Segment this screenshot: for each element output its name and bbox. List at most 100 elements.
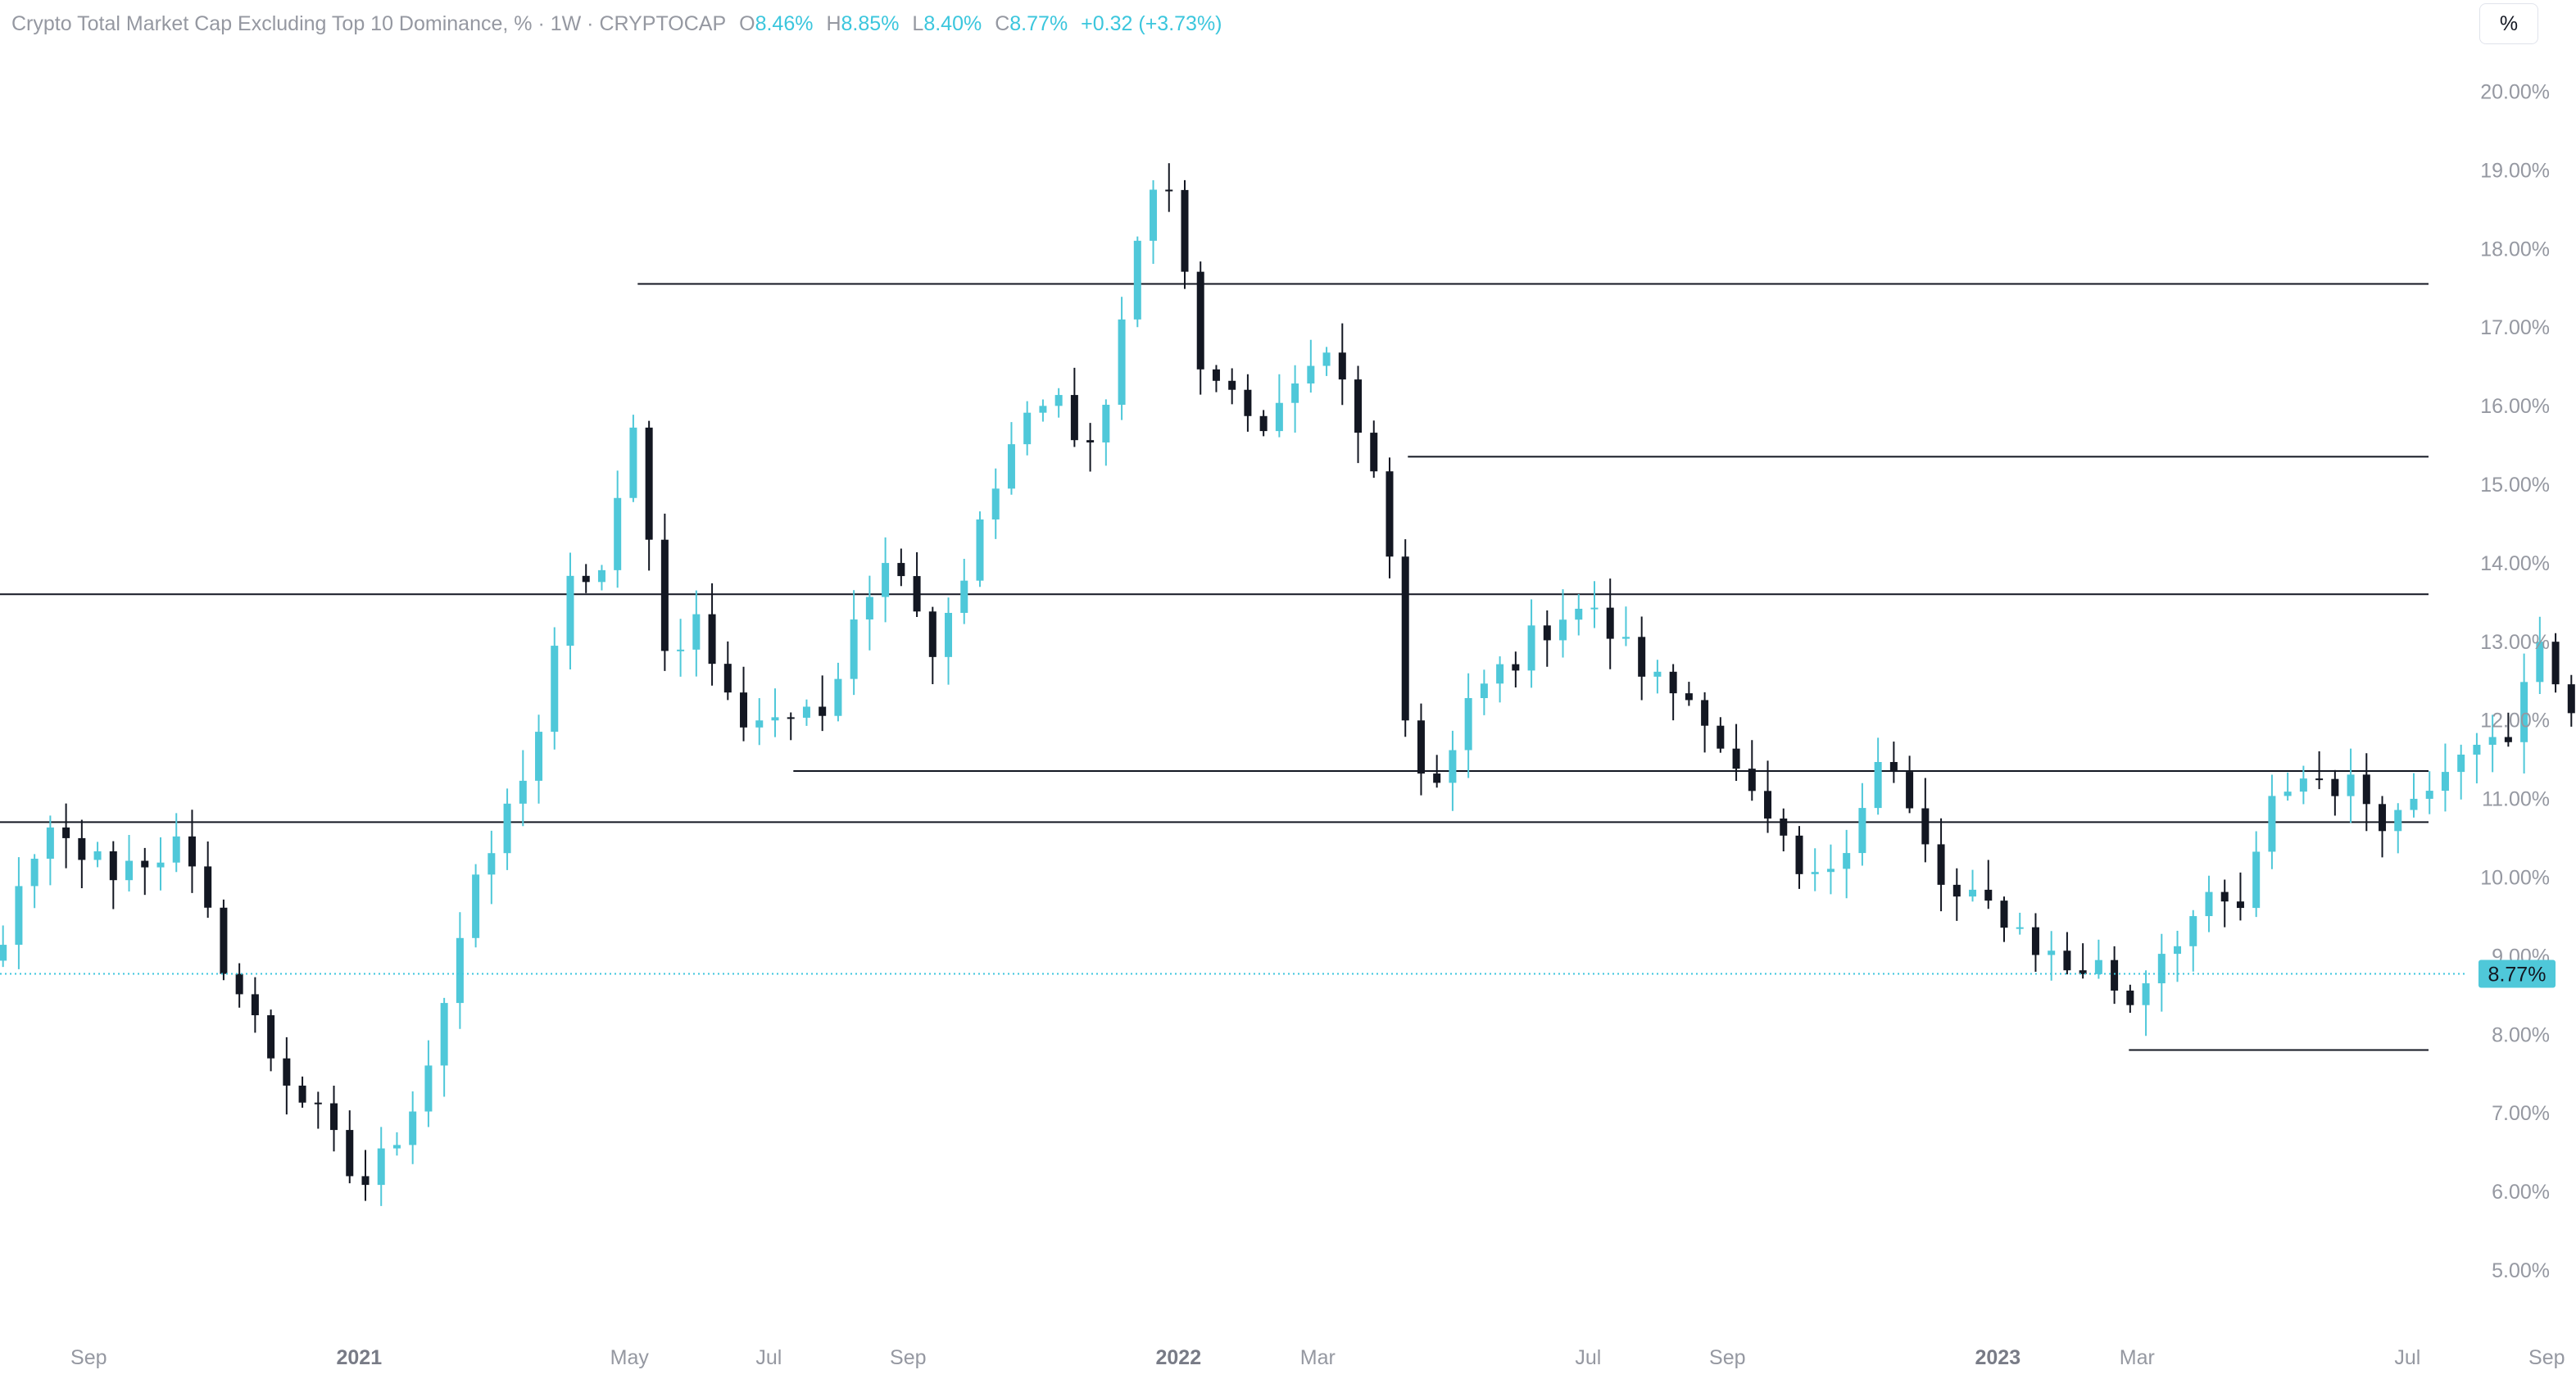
candle-body[interactable] xyxy=(1449,750,1457,783)
price-axis[interactable]: 20.00% 19.00% 18.00% 17.00% 16.00% 15.00% 14.0… xyxy=(2480,81,2550,1283)
candle-body[interactable] xyxy=(2157,954,2166,984)
candle-body[interactable] xyxy=(2111,959,2119,991)
candle-body[interactable] xyxy=(1952,884,1961,897)
candle-body[interactable] xyxy=(172,836,180,863)
candle-body[interactable] xyxy=(1653,671,1662,677)
candle-body[interactable] xyxy=(2347,774,2355,796)
candle-body[interactable] xyxy=(1858,808,1866,854)
candle-body[interactable] xyxy=(62,827,70,838)
candle-body[interactable] xyxy=(1259,415,1268,432)
candle-body[interactable] xyxy=(424,1065,433,1112)
candle-body[interactable] xyxy=(2142,983,2150,1005)
candle-body[interactable] xyxy=(1732,748,1740,769)
candle-body[interactable] xyxy=(2315,778,2324,781)
candle-body[interactable] xyxy=(2410,798,2418,810)
candle-body[interactable] xyxy=(1023,412,1032,445)
candle-body[interactable] xyxy=(78,837,86,860)
candle-body[interactable] xyxy=(2473,744,2481,755)
candle-body[interactable] xyxy=(1748,769,1756,792)
candle-body[interactable] xyxy=(2079,970,2087,974)
candle-body[interactable] xyxy=(488,853,496,875)
candle-body[interactable] xyxy=(834,678,842,716)
candle-body[interactable] xyxy=(1889,761,1898,773)
candle-body[interactable] xyxy=(1086,440,1095,442)
candle-body[interactable] xyxy=(928,611,937,657)
candle-body[interactable] xyxy=(1638,637,1646,677)
candle-body[interactable] xyxy=(2094,959,2102,974)
candle-body[interactable] xyxy=(1826,869,1834,873)
candle-body[interactable] xyxy=(30,859,39,887)
candle-body[interactable] xyxy=(2394,810,2402,832)
candle-body[interactable] xyxy=(819,706,827,716)
candle-body[interactable] xyxy=(1764,791,1772,819)
candle-body[interactable] xyxy=(945,612,953,657)
candle-body[interactable] xyxy=(2504,737,2512,742)
candle-body[interactable] xyxy=(802,706,810,718)
candle-body[interactable] xyxy=(1401,556,1409,721)
candle-body[interactable] xyxy=(2457,754,2465,773)
candle-body[interactable] xyxy=(251,994,259,1016)
candle-body[interactable] xyxy=(566,575,574,646)
candle-body[interactable] xyxy=(156,862,165,868)
candle-body[interactable] xyxy=(1354,379,1363,433)
candle-body[interactable] xyxy=(2379,804,2387,832)
candle-body[interactable] xyxy=(267,1015,275,1059)
candle-body[interactable] xyxy=(897,563,905,577)
candle-body[interactable] xyxy=(1070,395,1078,441)
candle-body[interactable] xyxy=(629,427,637,498)
candle-body[interactable] xyxy=(1543,625,1551,641)
candle-body[interactable] xyxy=(1621,637,1630,639)
candle-body[interactable] xyxy=(2063,950,2071,971)
candle-body[interactable] xyxy=(1417,720,1425,774)
candle-body[interactable] xyxy=(1921,808,1930,845)
candle-body[interactable] xyxy=(409,1111,417,1145)
candle-body[interactable] xyxy=(1685,693,1693,701)
candle-body[interactable] xyxy=(1590,607,1599,610)
candle-body[interactable] xyxy=(2425,791,2433,799)
candle-body[interactable] xyxy=(2220,891,2229,902)
candle-body[interactable] xyxy=(361,1176,370,1186)
candle-body[interactable] xyxy=(1969,889,1977,897)
candle-body[interactable] xyxy=(1133,240,1141,320)
candle-body[interactable] xyxy=(1007,444,1015,489)
candle-body[interactable] xyxy=(865,597,873,620)
candle-body[interactable] xyxy=(1780,818,1788,836)
candle-body[interactable] xyxy=(503,803,511,854)
candle-body[interactable] xyxy=(141,860,149,868)
candle-body[interactable] xyxy=(1527,625,1535,671)
candle-body[interactable] xyxy=(1717,725,1725,749)
candle-body[interactable] xyxy=(2268,796,2276,852)
candle-body[interactable] xyxy=(1275,402,1283,432)
candle-body[interactable] xyxy=(1795,835,1803,874)
candle-body[interactable] xyxy=(1118,319,1126,405)
candle-body[interactable] xyxy=(1984,889,1993,901)
candle-body[interactable] xyxy=(1906,772,1914,809)
candle-body[interactable] xyxy=(1338,352,1346,380)
candle-body[interactable] xyxy=(1937,844,1945,885)
candle-body[interactable] xyxy=(1575,608,1583,620)
candle-body[interactable] xyxy=(2205,891,2213,917)
candle-body[interactable] xyxy=(1150,189,1158,241)
candle-body[interactable] xyxy=(109,851,117,881)
candle-body[interactable] xyxy=(755,720,764,728)
candle-body[interactable] xyxy=(1181,189,1189,272)
candle-body[interactable] xyxy=(1811,872,1819,874)
candle-body[interactable] xyxy=(913,576,921,612)
candle-body[interactable] xyxy=(188,836,196,867)
candle-body[interactable] xyxy=(976,519,984,581)
candle-body[interactable] xyxy=(2236,901,2244,909)
candle-body[interactable] xyxy=(1559,619,1567,641)
candle-body[interactable] xyxy=(1386,471,1394,557)
candle-body[interactable] xyxy=(708,614,716,665)
candle-body[interactable] xyxy=(535,732,543,781)
candle-body[interactable] xyxy=(1606,607,1614,639)
candle-body[interactable] xyxy=(298,1085,306,1103)
candle-body[interactable] xyxy=(93,851,102,860)
candle-body[interactable] xyxy=(1464,697,1472,751)
candle-body[interactable] xyxy=(1291,383,1299,403)
candle-body[interactable] xyxy=(220,907,228,974)
candle-body[interactable] xyxy=(2016,927,2024,929)
candle-body[interactable] xyxy=(551,646,559,733)
candle-body[interactable] xyxy=(582,575,590,583)
candle-body[interactable] xyxy=(235,973,243,995)
